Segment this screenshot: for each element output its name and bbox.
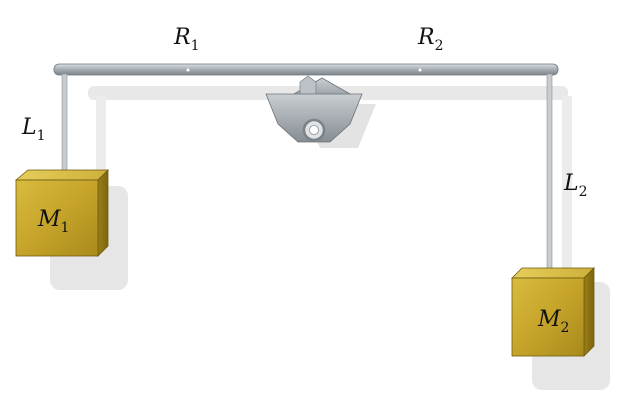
mass-m1 [14,169,109,257]
mass-m2-top [511,267,595,279]
mass-m1-front [15,179,99,257]
label-r1: R1 [173,25,200,54]
mass-m1-side [97,169,109,257]
mass-m2-side [583,267,595,357]
string-right-shadow [562,96,572,282]
label-m2: M2 [537,307,569,336]
string-left-shadow [96,96,106,192]
label-r2: R2 [417,25,444,54]
beam-bar [53,63,559,76]
mass-m2 [511,267,595,357]
label-l1: L1 [21,115,46,144]
label-l2: L2 [563,171,588,200]
beam-mark-right [418,68,422,72]
pivot-apex [299,75,317,95]
beam-mark-center [186,68,190,72]
string-right [546,73,553,271]
mass-m2-front [511,277,585,357]
mass-m1-top [14,169,109,181]
string-left [61,73,68,179]
pivot-bracket [265,93,363,143]
beam [53,63,559,76]
pivot-ring-hole [309,125,319,135]
label-m1: M1 [37,207,69,236]
pivot-support [265,75,363,143]
